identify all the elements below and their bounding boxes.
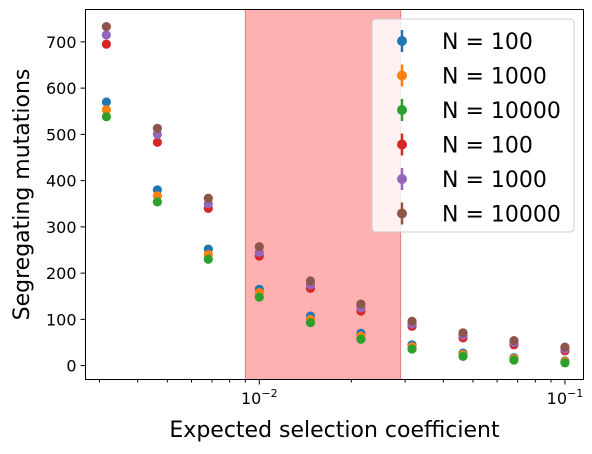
data-point: [101, 39, 111, 49]
data-point: [101, 112, 111, 122]
y-tick-label: 700: [46, 33, 77, 52]
data-point: [560, 358, 570, 368]
data-point: [407, 344, 417, 354]
data-point: [560, 342, 570, 352]
series-3: [101, 112, 570, 368]
data-point: [152, 197, 162, 207]
data-point: [305, 276, 316, 286]
data-point: [152, 137, 162, 147]
data-point: [509, 355, 519, 365]
x-tick-label: 10−2: [241, 387, 278, 408]
data-point: [458, 328, 468, 338]
data-point: [101, 30, 111, 40]
legend-entry: N = 10000: [397, 202, 561, 228]
legend-marker: [397, 36, 407, 46]
data-point: [254, 292, 264, 302]
data-point: [356, 334, 366, 344]
data-point: [152, 123, 162, 133]
data-point: [203, 254, 213, 264]
data-point: [305, 318, 316, 328]
legend-label: N = 100: [442, 134, 533, 159]
legend-label: N = 1000: [442, 65, 547, 90]
data-point: [101, 22, 111, 32]
y-tick-label: 300: [46, 218, 77, 237]
y-axis-label: Segregating mutations: [10, 69, 35, 321]
data-point: [356, 299, 366, 309]
legend-marker: [397, 70, 407, 81]
data-point: [101, 105, 111, 115]
y-tick-label: 100: [46, 310, 77, 329]
plot-frame: [85, 9, 584, 380]
legend-box: [371, 18, 575, 233]
legend-marker: [397, 105, 407, 115]
data-point: [407, 316, 417, 326]
data-point: [458, 351, 468, 361]
y-tick-label: 400: [46, 172, 77, 191]
y-tick-label: 0: [66, 357, 76, 376]
legend-label: N = 1000: [442, 168, 547, 193]
data-point: [509, 336, 519, 346]
legend-marker: [397, 208, 407, 219]
data-point: [203, 193, 213, 203]
legend-entry: N = 1000: [397, 64, 547, 90]
y-tick-label: 600: [46, 79, 77, 98]
legend-label: N = 10000: [442, 99, 561, 124]
legend-entry: N = 10000: [397, 99, 561, 124]
y-tick-label: 500: [46, 125, 77, 144]
legend-label: N = 10000: [442, 203, 561, 228]
legend-marker: [397, 174, 407, 184]
series-6: [101, 22, 570, 352]
legend-entry: N = 100: [397, 30, 533, 55]
x-axis-label: Expected selection coefficient: [169, 418, 500, 443]
legend-entry: N = 1000: [397, 168, 547, 193]
legend-marker: [397, 139, 407, 150]
y-tick-label: 200: [46, 264, 77, 283]
x-tick-label: 10−1: [547, 387, 584, 408]
data-point: [254, 242, 264, 252]
data-point: [101, 97, 111, 107]
legend-entry: N = 100: [397, 133, 533, 159]
legend-label: N = 100: [442, 30, 533, 55]
